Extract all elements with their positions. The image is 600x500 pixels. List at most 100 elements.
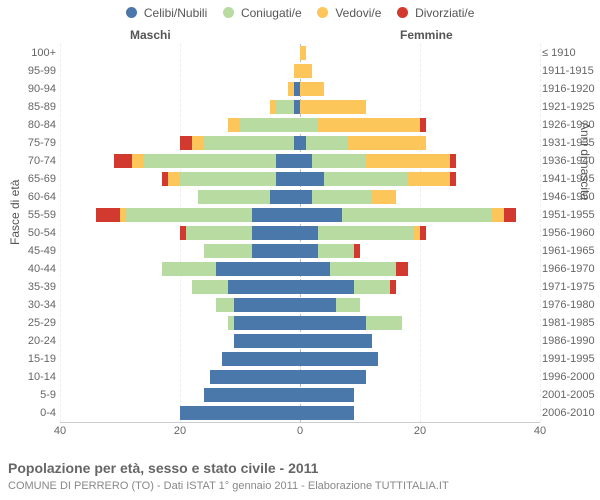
legend: Celibi/Nubili Coniugati/e Vedovi/e Divor… (0, 6, 600, 20)
x-tick-label: 20 (174, 425, 186, 437)
bar-segment (300, 46, 306, 60)
bar-segment (234, 334, 300, 348)
birthyear-label: 1926-1930 (542, 116, 598, 134)
age-label: 30-34 (12, 296, 56, 314)
age-label: 100+ (12, 44, 56, 62)
bar-segment (186, 226, 252, 240)
age-label: 0-4 (12, 404, 56, 422)
birthyear-label: 1936-1940 (542, 152, 598, 170)
bar-segment (420, 118, 426, 132)
bar-segment (228, 280, 300, 294)
male-bar (180, 226, 300, 240)
bar-segment (354, 244, 360, 258)
bar-segment (204, 136, 294, 150)
age-label: 40-44 (12, 260, 56, 278)
pyramid-row: 85-891921-1925 (60, 98, 540, 116)
female-bar (300, 370, 366, 384)
pyramid-row: 60-641946-1950 (60, 188, 540, 206)
female-bar (300, 190, 396, 204)
male-bar (270, 100, 300, 114)
bar-segment (96, 208, 120, 222)
bar-segment (132, 154, 144, 168)
bar-segment (318, 244, 354, 258)
legend-label: Celibi/Nubili (144, 6, 207, 20)
bar-segment (300, 280, 354, 294)
pyramid-row: 65-691941-1945 (60, 170, 540, 188)
legend-item-divorced: Divorziati/e (397, 6, 475, 20)
gridline (540, 44, 541, 422)
birthyear-label: 1946-1950 (542, 188, 598, 206)
pyramid-row: 10-141996-2000 (60, 368, 540, 386)
pyramid-row: 45-491961-1965 (60, 242, 540, 260)
pyramid-row: 95-991911-1915 (60, 62, 540, 80)
male-bar (228, 118, 300, 132)
bar-segment (324, 172, 408, 186)
birthyear-label: 1956-1960 (542, 224, 598, 242)
female-bar (300, 298, 360, 312)
male-bar (222, 352, 300, 366)
bar-segment (312, 154, 366, 168)
pyramid-row: 80-841926-1930 (60, 116, 540, 134)
male-header: Maschi (130, 28, 171, 42)
pyramid-row: 20-241986-1990 (60, 332, 540, 350)
male-bar (234, 334, 300, 348)
pyramid-row: 25-291981-1985 (60, 314, 540, 332)
bar-segment (318, 118, 420, 132)
bar-segment (276, 154, 300, 168)
female-bar (300, 118, 426, 132)
female-bar (300, 100, 366, 114)
bar-segment (180, 172, 276, 186)
birthyear-label: 1981-1985 (542, 314, 598, 332)
age-label: 5-9 (12, 386, 56, 404)
bar-segment (192, 136, 204, 150)
birthyear-label: ≤ 1910 (542, 44, 598, 62)
bar-segment (180, 406, 300, 420)
bar-segment (180, 136, 192, 150)
male-bar (216, 298, 300, 312)
bar-segment (300, 100, 366, 114)
bar-segment (240, 118, 300, 132)
age-label: 85-89 (12, 98, 56, 116)
age-label: 90-94 (12, 80, 56, 98)
bar-segment (270, 190, 300, 204)
female-bar (300, 136, 426, 150)
birthyear-label: 1986-1990 (542, 332, 598, 350)
bar-segment (234, 316, 300, 330)
male-bar (96, 208, 300, 222)
pyramid-rows: 100+≤ 191095-991911-191590-941916-192085… (60, 44, 540, 422)
bar-segment (300, 244, 318, 258)
bar-segment (366, 316, 402, 330)
bar-segment (348, 136, 426, 150)
age-label: 35-39 (12, 278, 56, 296)
bar-segment (420, 226, 426, 240)
legend-item-married: Coniugati/e (223, 6, 305, 20)
bar-segment (300, 352, 378, 366)
bar-segment (318, 226, 414, 240)
age-label: 45-49 (12, 242, 56, 260)
birthyear-label: 1976-1980 (542, 296, 598, 314)
plot-area: 100+≤ 191095-991911-191590-941916-192085… (60, 44, 540, 434)
pyramid-row: 50-541956-1960 (60, 224, 540, 242)
pyramid-row: 0-42006-2010 (60, 404, 540, 422)
pyramid-row: 30-341976-1980 (60, 296, 540, 314)
bar-segment (300, 334, 372, 348)
age-label: 15-19 (12, 350, 56, 368)
birthyear-label: 1966-1970 (542, 260, 598, 278)
bar-segment (300, 172, 324, 186)
legend-dot-icon (397, 7, 408, 18)
female-bar (300, 208, 516, 222)
bar-segment (366, 154, 450, 168)
birthyear-label: 2006-2010 (542, 404, 598, 422)
female-bar (300, 388, 354, 402)
bar-segment (216, 262, 300, 276)
bar-segment (396, 262, 408, 276)
bar-segment (300, 298, 336, 312)
male-bar (162, 262, 300, 276)
female-bar (300, 172, 456, 186)
age-label: 55-59 (12, 206, 56, 224)
bar-segment (228, 316, 234, 330)
bar-segment (252, 226, 300, 240)
bar-segment (204, 388, 300, 402)
birthyear-label: 1961-1965 (542, 242, 598, 260)
bar-segment (162, 262, 216, 276)
